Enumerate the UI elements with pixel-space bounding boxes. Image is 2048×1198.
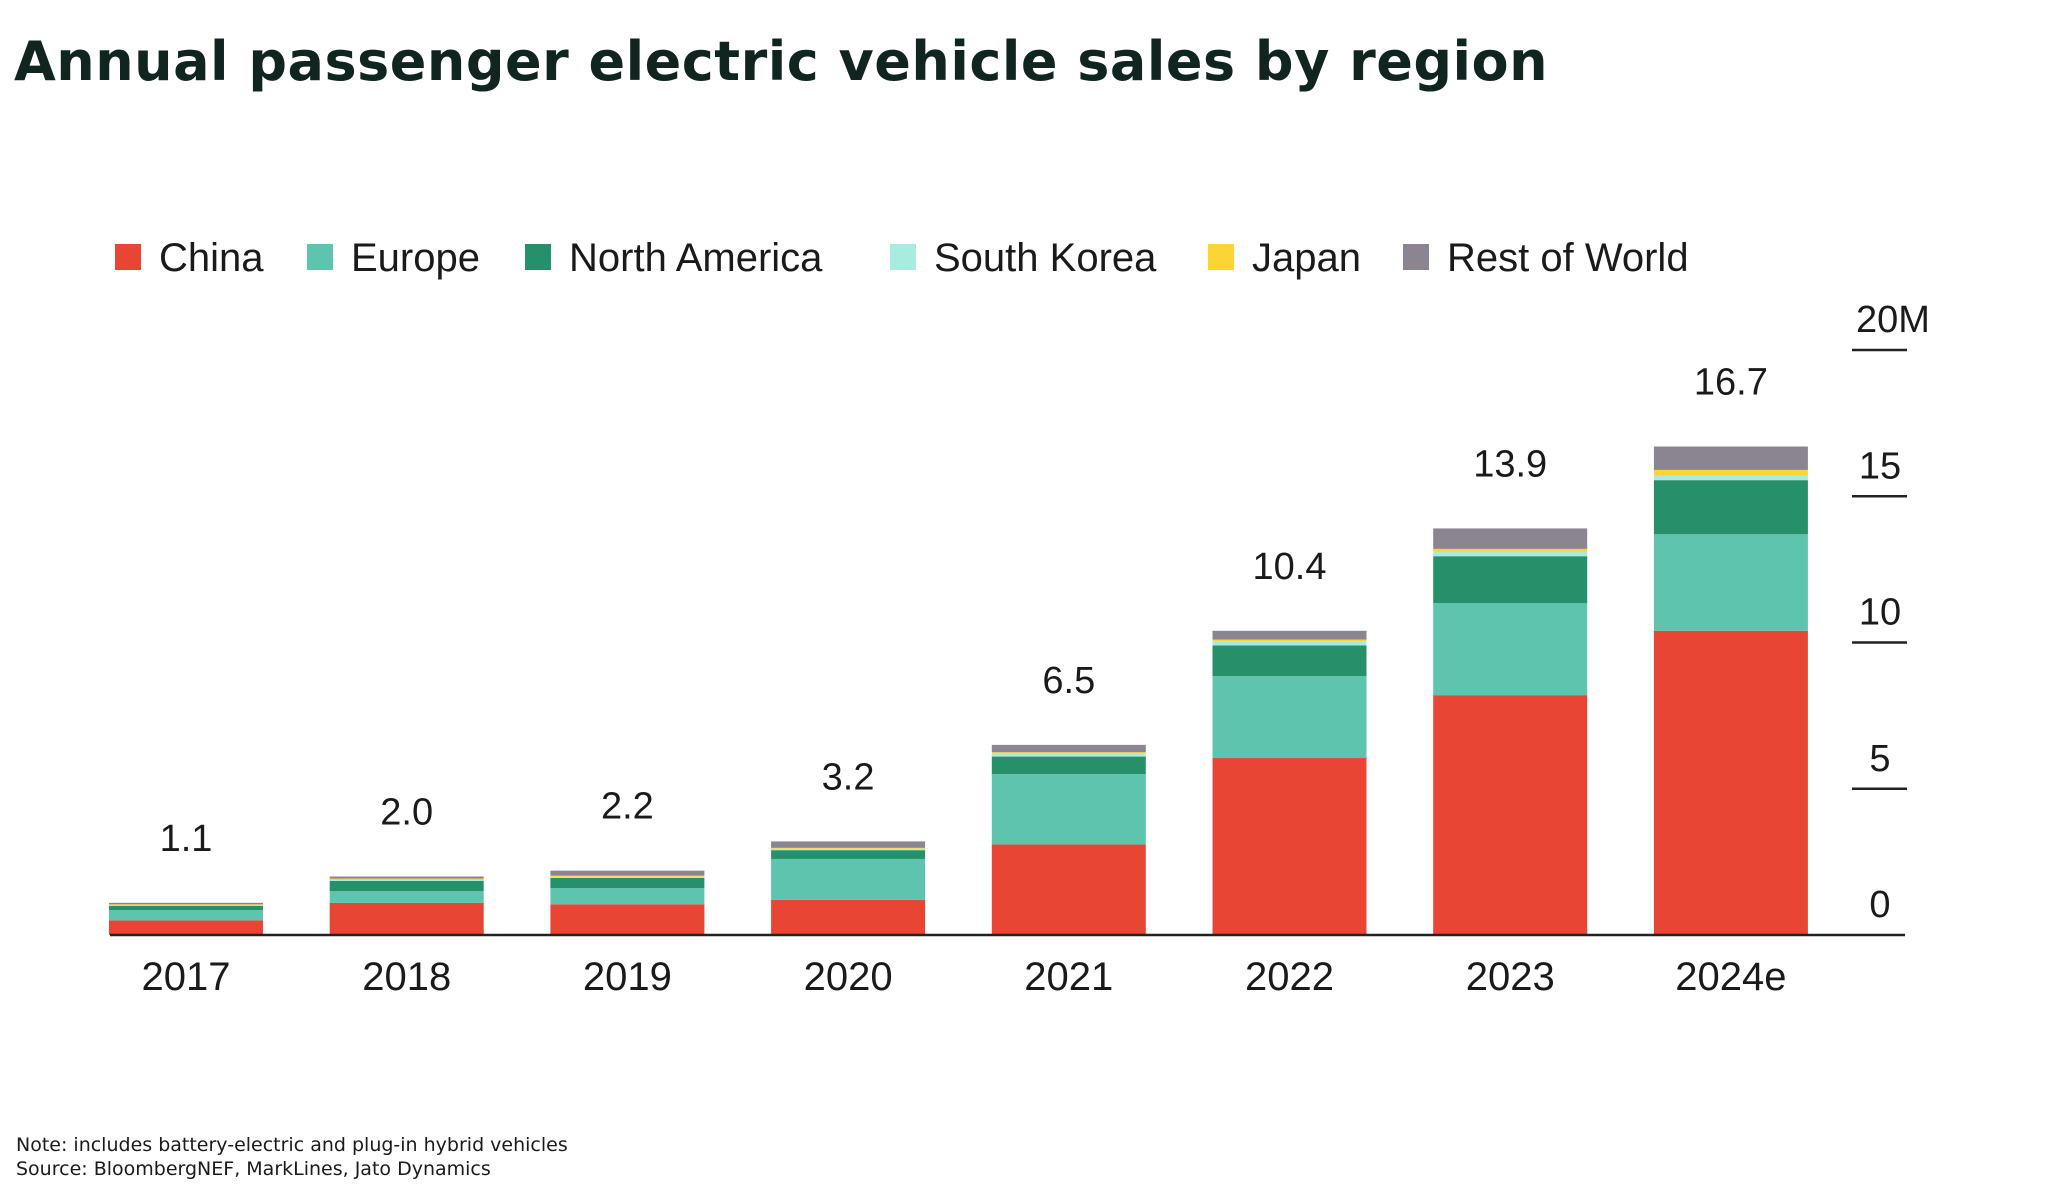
y-tick-label: 5 [1869, 738, 1890, 780]
bar-segment-japan [550, 875, 705, 877]
bar-segment-rest-of-world [109, 902, 263, 905]
bar-segment-south-korea [1212, 641, 1367, 646]
bar-segment-north-america [1212, 645, 1367, 677]
legend-label: Rest of World [1447, 236, 1689, 280]
bar-segment-europe [1212, 676, 1367, 759]
bar-segment-north-america [329, 880, 484, 892]
bar-segment-rest-of-world [1433, 528, 1588, 549]
bar-segment-rest-of-world [550, 870, 705, 876]
bar-segment-europe [329, 891, 484, 903]
bar-segment-china [329, 902, 484, 935]
x-tick-label: 2021 [1024, 955, 1113, 999]
x-tick-label: 2020 [804, 955, 893, 999]
legend-label: Japan [1252, 236, 1361, 280]
total-label: 1.1 [160, 818, 213, 860]
legend-label: Europe [351, 236, 480, 280]
bar-segment-south-korea [1653, 475, 1808, 481]
y-axis: 0 5 10 15 20M [1852, 299, 1930, 926]
x-tick-label: 2018 [362, 955, 451, 999]
bar-segment-europe [109, 910, 263, 921]
y-tick-label: 0 [1869, 884, 1890, 926]
legend-label: South Korea [934, 236, 1157, 280]
total-label: 2.2 [601, 786, 654, 828]
source-note: Source: BloombergNEF, MarkLines, Jato Dy… [16, 1158, 491, 1180]
legend-swatch-china [115, 244, 141, 270]
y-tick-label: 10 [1859, 592, 1901, 634]
total-label: 6.5 [1042, 660, 1095, 702]
bar-segment-south-korea [771, 848, 926, 851]
x-tick-label: 2022 [1245, 955, 1334, 999]
bar-segment-europe [1653, 534, 1808, 631]
bar-segment-japan [109, 904, 263, 906]
bar-segment-china [991, 844, 1146, 935]
bar-segment-rest-of-world [329, 876, 484, 879]
bar-segment-japan [1433, 548, 1588, 552]
y-tick-label: 20M [1856, 299, 1930, 341]
bar-segment-europe [1433, 603, 1588, 696]
bar-segment-south-korea [550, 876, 705, 878]
bar-segment-europe [550, 888, 705, 905]
bar-segment-rest-of-world [1212, 630, 1367, 640]
legend-swatch-rest-of-world [1403, 244, 1429, 270]
bar-segment-rest-of-world [771, 841, 926, 848]
bar-segment-europe [991, 774, 1146, 845]
bar-segment-japan [991, 752, 1146, 754]
total-label: 16.7 [1694, 362, 1768, 404]
x-tick-label: 2017 [142, 955, 231, 999]
legend: China Europe North America South Korea Japan… [115, 236, 1689, 280]
legend-swatch-north-america [525, 244, 551, 270]
bar-segment-south-korea [991, 753, 1146, 757]
bar-segment-japan [1653, 469, 1808, 476]
bar-segment-japan [329, 878, 484, 881]
bar-segment-europe [771, 858, 926, 900]
bar-segment-north-america [771, 850, 926, 859]
x-tick-label: 2019 [583, 955, 672, 999]
bar-segment-north-america [991, 756, 1146, 775]
y-tick-label: 15 [1859, 445, 1901, 487]
bar-segment-north-america [109, 905, 263, 911]
total-label: 13.9 [1473, 443, 1547, 485]
x-tick-label: 2023 [1466, 955, 1555, 999]
total-label: 2.0 [380, 792, 433, 834]
bar-segment-china [771, 899, 926, 935]
bar-segment-north-america [1433, 556, 1588, 604]
total-label: 10.4 [1253, 546, 1327, 588]
bars: 1.1 2017 2.0 2018 2.2 2019 3.2 2020 6.5 2021 10.4 2… [109, 362, 1808, 999]
bar-segment-china [1212, 758, 1367, 935]
bar-segment-south-korea [1433, 551, 1588, 557]
x-tick-label: 2024e [1675, 955, 1786, 999]
bar-segment-japan [771, 847, 926, 849]
total-label: 3.2 [822, 756, 875, 798]
legend-swatch-europe [307, 244, 333, 270]
legend-label: North America [569, 236, 823, 280]
bar-segment-china [109, 920, 263, 935]
legend-swatch-japan [1208, 244, 1234, 270]
bar-segment-rest-of-world [1653, 446, 1808, 470]
bar-segment-china [1653, 630, 1808, 935]
bar-segment-china [1433, 695, 1588, 935]
bar-segment-japan [1212, 639, 1367, 642]
footnote: Note: includes battery-electric and plug… [16, 1134, 568, 1156]
legend-label: China [159, 236, 264, 280]
legend-swatch-south-korea [890, 244, 916, 270]
bar-segment-south-korea [329, 880, 484, 881]
bar-segment-north-america [1653, 480, 1808, 535]
bar-segment-china [550, 904, 705, 935]
bar-segment-rest-of-world [991, 744, 1146, 753]
chart-title: Annual passenger electric vehicle sales … [14, 30, 1549, 93]
bar-segment-south-korea [109, 905, 263, 906]
bar-segment-north-america [550, 877, 705, 889]
